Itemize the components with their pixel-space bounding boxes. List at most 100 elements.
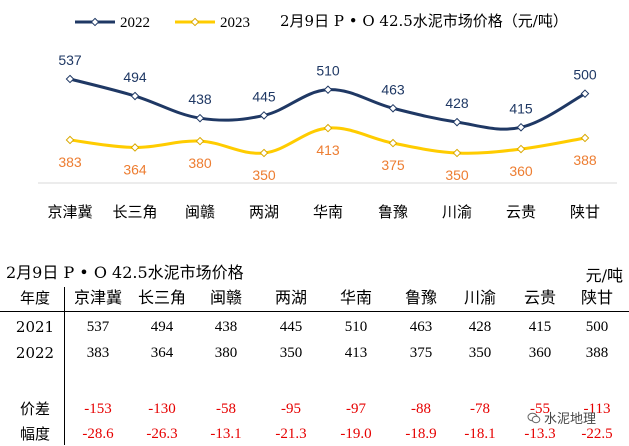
table-cell: -18.9 bbox=[405, 426, 437, 442]
table-row: 2022 383 364 380 350 413 375 350 360 388 bbox=[0, 342, 629, 364]
data-point bbox=[195, 113, 205, 123]
data-label: 360 bbox=[509, 163, 533, 179]
x-tick-label: 陕甘 bbox=[570, 203, 600, 221]
table-column-header: 云贵 bbox=[523, 288, 556, 307]
data-point bbox=[65, 74, 75, 84]
x-tick-label: 华南 bbox=[313, 203, 343, 221]
data-label: 463 bbox=[381, 81, 405, 97]
table-cell: 375 bbox=[409, 345, 433, 361]
table-row-label: 价差 bbox=[19, 400, 50, 418]
table-cell: -21.3 bbox=[275, 426, 307, 442]
table-cell: 360 bbox=[528, 345, 552, 361]
data-label: 350 bbox=[252, 167, 276, 183]
data-label: 383 bbox=[58, 154, 82, 170]
data-point bbox=[195, 136, 205, 146]
line-chart: 2022 2023 2月9日 P • O 42.5水泥市场价格（元/吨） 537 4… bbox=[38, 12, 617, 221]
table-header-divider bbox=[0, 311, 629, 312]
table-title: 2月9日 P • O 42.5水泥市场价格 bbox=[6, 263, 244, 282]
table-column-header: 川渝 bbox=[463, 288, 496, 307]
table-column-header: 闽赣 bbox=[209, 288, 242, 307]
data-point bbox=[130, 91, 140, 101]
data-point bbox=[388, 103, 398, 113]
table-row-label: 2022 bbox=[15, 344, 55, 362]
data-point bbox=[452, 148, 462, 158]
table-cell: -88 bbox=[411, 401, 431, 417]
table-cell: 413 bbox=[344, 345, 368, 361]
table-cell: 428 bbox=[468, 319, 492, 335]
data-point bbox=[516, 144, 526, 154]
legend-marker bbox=[90, 17, 100, 27]
table-column-header: 华南 bbox=[339, 288, 372, 307]
table-cell: 438 bbox=[214, 319, 238, 335]
table-cell: 415 bbox=[528, 319, 552, 335]
data-point bbox=[259, 148, 269, 158]
data-label: 388 bbox=[573, 152, 597, 168]
wechat-icon bbox=[527, 412, 541, 423]
chart-title: 2月9日 P • O 42.5水泥市场价格（元/吨） bbox=[280, 12, 568, 30]
data-label: 494 bbox=[123, 69, 147, 85]
data-label: 500 bbox=[573, 67, 597, 83]
table-unit: 元/吨 bbox=[585, 266, 623, 285]
legend-label: 2022 bbox=[120, 15, 150, 31]
table-cell: 350 bbox=[279, 345, 303, 361]
table-cell: 388 bbox=[585, 345, 609, 361]
table-cell: -13.3 bbox=[524, 426, 556, 442]
table-cell: 380 bbox=[214, 345, 238, 361]
data-label: 415 bbox=[509, 100, 533, 116]
data-label: 510 bbox=[316, 63, 340, 79]
table-cell: -153 bbox=[84, 401, 112, 417]
watermark-text: 水泥地理 bbox=[544, 412, 597, 427]
table-cell: 537 bbox=[86, 319, 110, 335]
table-row-label: 幅度 bbox=[19, 425, 50, 443]
data-point bbox=[130, 143, 140, 152]
data-point bbox=[388, 138, 398, 148]
x-tick-label: 京津冀 bbox=[47, 203, 92, 221]
table-cell: 350 bbox=[468, 345, 492, 361]
data-point bbox=[580, 133, 590, 143]
table-cell: 383 bbox=[86, 345, 110, 361]
chart-legend: 2022 2023 bbox=[75, 15, 250, 31]
table-cell: -13.1 bbox=[210, 426, 242, 442]
table-cell: -22.5 bbox=[581, 426, 613, 442]
data-label: 380 bbox=[188, 155, 212, 171]
watermark: 水泥地理 bbox=[527, 408, 596, 427]
table-cell: -97 bbox=[346, 401, 366, 417]
data-point bbox=[65, 135, 75, 145]
series-2023: 383 364 380 350 413 375 350 360 388 bbox=[58, 123, 597, 183]
table-cell: 510 bbox=[344, 319, 368, 335]
table-cell: -130 bbox=[148, 401, 176, 417]
table-column-header: 京津冀 bbox=[73, 288, 122, 307]
data-point bbox=[580, 89, 590, 98]
table-column-header: 两湖 bbox=[274, 288, 307, 307]
data-label: 375 bbox=[381, 157, 405, 173]
table-header-label: 年度 bbox=[19, 289, 50, 307]
table-header-row: 年度 京津冀 长三角 闽赣 两湖 华南 鲁豫 川渝 云贵 陕甘 bbox=[0, 287, 629, 309]
table-row: 价差 -153 -130 -58 -95 -97 -88 -78 -55 -11… bbox=[0, 398, 629, 420]
data-label: 537 bbox=[58, 52, 82, 68]
data-label: 350 bbox=[445, 167, 469, 183]
table-cell: 494 bbox=[150, 319, 174, 335]
data-label: 413 bbox=[316, 142, 340, 158]
table-cell: -113 bbox=[583, 401, 611, 417]
table-column-header: 陕甘 bbox=[580, 288, 613, 307]
x-tick-label: 鲁豫 bbox=[378, 203, 408, 221]
table-cell: -78 bbox=[470, 401, 490, 417]
legend-label: 2023 bbox=[220, 15, 250, 31]
table-cell: -58 bbox=[216, 401, 236, 417]
table-cell: 463 bbox=[409, 319, 433, 335]
legend-marker bbox=[190, 17, 200, 27]
data-point bbox=[259, 111, 269, 120]
table-vertical-divider bbox=[64, 287, 65, 445]
table-cell: 364 bbox=[150, 345, 174, 361]
x-tick-label: 两湖 bbox=[249, 203, 279, 221]
x-tick-label: 川渝 bbox=[442, 203, 472, 221]
table-cell: 445 bbox=[279, 319, 303, 335]
table-row: 幅度 -28.6 -26.3 -13.1 -21.3 -19.0 -18.9 -… bbox=[0, 423, 629, 445]
table-cell: -26.3 bbox=[146, 426, 178, 442]
table-row-label: 2021 bbox=[15, 318, 55, 336]
series-2022: 537 494 438 445 510 463 428 415 500 bbox=[58, 52, 597, 132]
table-cell: -28.6 bbox=[82, 426, 114, 442]
data-label: 445 bbox=[252, 88, 276, 104]
data-point bbox=[452, 117, 462, 127]
table-column-header: 鲁豫 bbox=[404, 288, 437, 307]
